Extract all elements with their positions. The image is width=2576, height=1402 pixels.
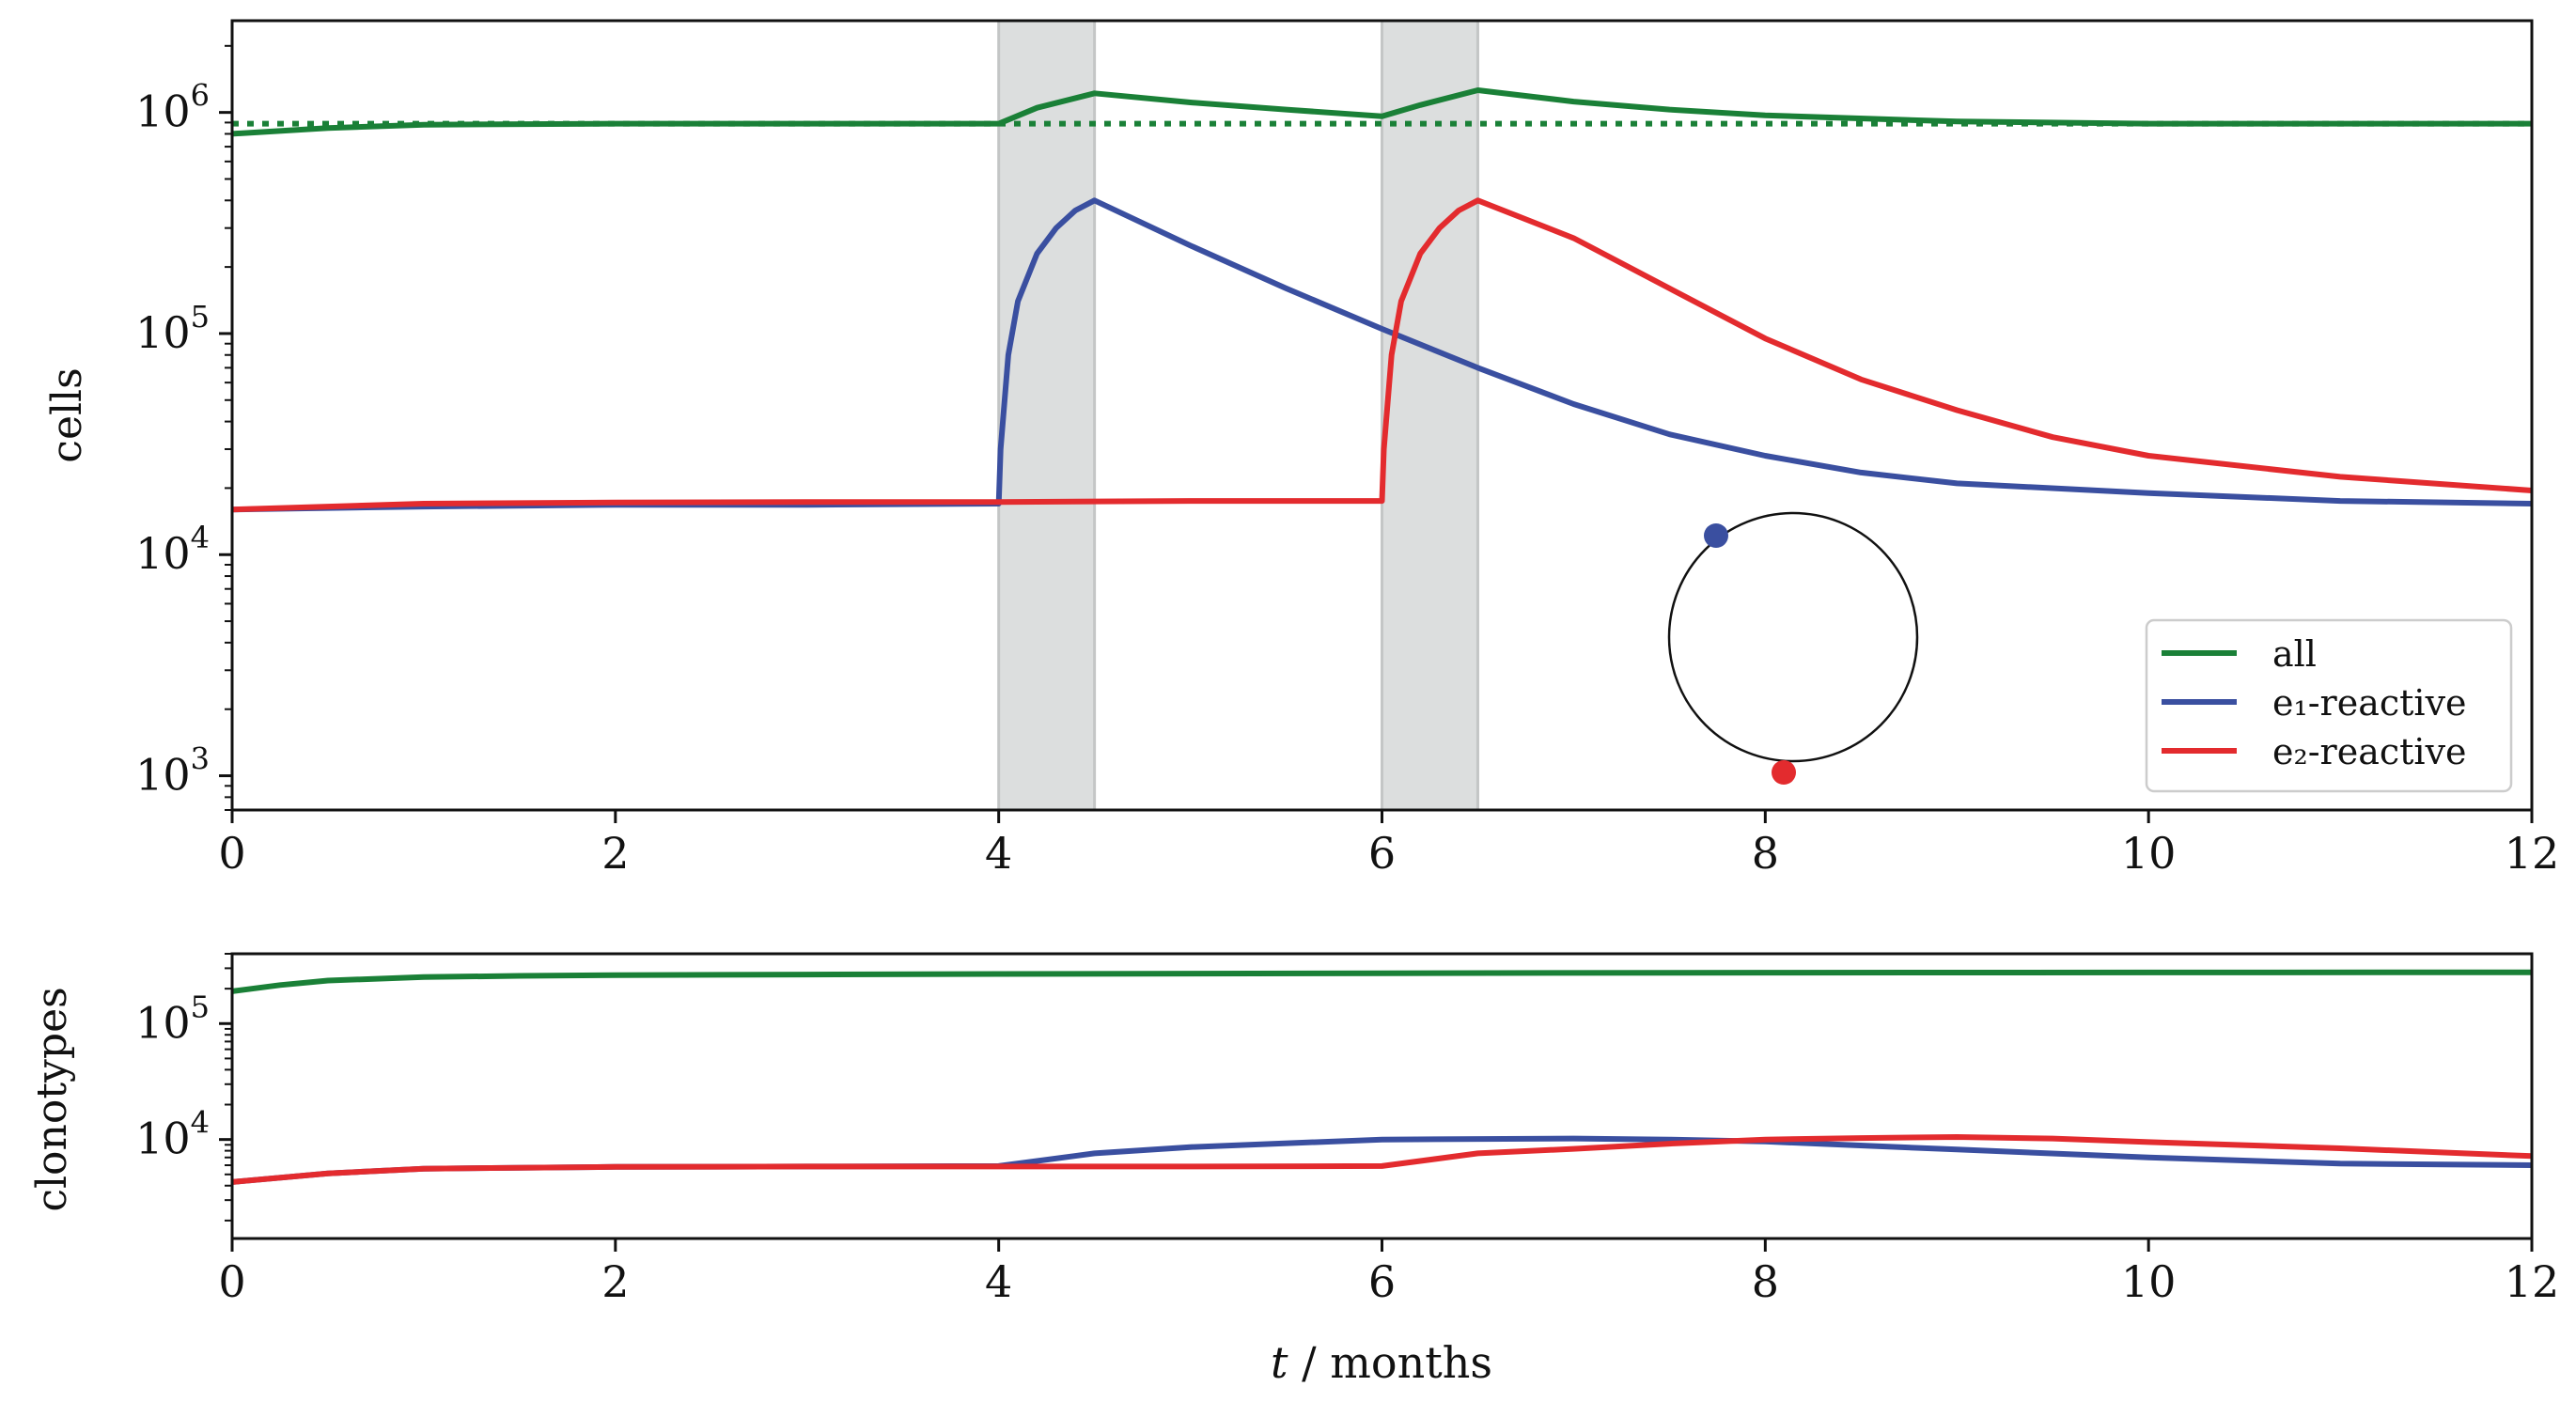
clonotypes-y-ticks: 104 105 xyxy=(135,953,232,1222)
cells-y-tick-label: 105 xyxy=(135,299,210,358)
cells-x-tick-label: 8 xyxy=(1752,828,1779,879)
x-axis-label-units: / months xyxy=(1288,1337,1492,1388)
clonotypes-series-lines xyxy=(231,969,2533,1185)
legend-e2-label: e₂-reactive xyxy=(2272,731,2467,772)
legend-all-label: all xyxy=(2272,633,2317,675)
clonotypes-x-tick-label: 2 xyxy=(601,1256,629,1307)
epitope-circle-inset xyxy=(1667,511,1919,785)
clonotypes-series-line-all xyxy=(231,969,2533,994)
cells-y-tick-label: 106 xyxy=(135,78,210,137)
epitope-space-circle xyxy=(1667,511,1919,763)
cells-shaded-interval-2 xyxy=(1381,19,1479,812)
epitope-e2-marker xyxy=(1772,760,1796,785)
clonotypes-x-tick-label: 6 xyxy=(1368,1256,1396,1307)
cells-y-ticks: 103 104 105 106 xyxy=(135,44,232,811)
cells-x-tick-label: 12 xyxy=(2505,828,2560,879)
cells-series-line-e-reactive xyxy=(231,197,2533,513)
clonotypes-x-tick-label: 12 xyxy=(2505,1256,2560,1307)
cells-x-tick-label: 10 xyxy=(2121,828,2177,879)
cells-x-tick-label: 2 xyxy=(601,828,629,879)
clonotypes-y-tick-label: 105 xyxy=(135,989,210,1048)
cells-series-line-all xyxy=(231,87,2532,137)
cells-y-axis-label: cells xyxy=(43,367,91,462)
clonotypes-x-tick-label: 10 xyxy=(2121,1256,2177,1307)
x-axis-label-variable: t xyxy=(1271,1337,1288,1388)
cells-shaded-interval-1 xyxy=(997,19,1097,812)
cells-series-lines xyxy=(231,87,2533,513)
clonotypes-panel: 0 2 4 6 8 10 12 104 105 clonotypes t / months xyxy=(28,952,2559,1388)
clonotypes-x-tick-label: 0 xyxy=(218,1256,245,1307)
clonotypes-series-line-e-reactive xyxy=(231,1134,2533,1185)
cells-x-ticks: 0 2 4 6 8 10 12 xyxy=(218,810,2559,879)
legend-box xyxy=(2145,618,2513,793)
legend-e1-label: e₁-reactive xyxy=(2272,682,2467,724)
cells-x-tick-label: 0 xyxy=(218,828,245,879)
cells-panel: 0 2 4 6 8 10 12 103 104 105 106 cells all e₁-reac… xyxy=(43,19,2559,879)
cells-x-tick-label: 6 xyxy=(1368,828,1396,879)
cells-x-tick-label: 4 xyxy=(985,828,1012,879)
epitope-e1-marker xyxy=(1704,523,1728,548)
cells-y-tick-label: 104 xyxy=(135,520,210,579)
clonotypes-y-axis-label: clonotypes xyxy=(28,987,76,1211)
clonotypes-y-tick-label: 104 xyxy=(135,1105,210,1164)
clonotypes-x-ticks: 0 2 4 6 8 10 12 xyxy=(218,1238,2559,1307)
clonotypes-x-tick-label: 4 xyxy=(985,1256,1012,1307)
cells-y-tick-label: 103 xyxy=(135,741,210,801)
x-axis-label: t / months xyxy=(1271,1337,1492,1388)
clonotypes-x-tick-label: 8 xyxy=(1752,1256,1779,1307)
legend: all e₁-reactive e₂-reactive xyxy=(2145,618,2513,793)
